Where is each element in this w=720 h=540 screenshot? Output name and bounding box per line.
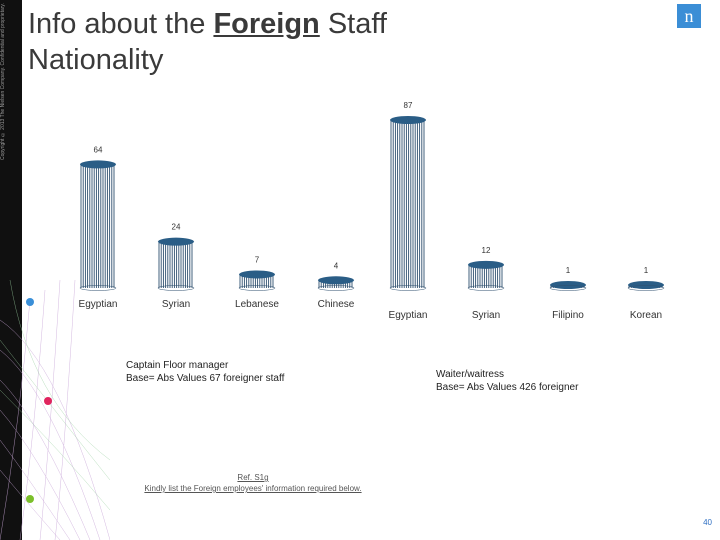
left-decor-strip bbox=[0, 0, 22, 540]
category-label-captain-egyptian: Egyptian bbox=[79, 299, 118, 310]
bar-waiter-egyptian bbox=[389, 116, 427, 291]
category-label-waiter-korean: Korean bbox=[630, 310, 662, 321]
bar-captain-egyptian bbox=[79, 160, 117, 291]
bar-waiter-korean bbox=[627, 281, 665, 291]
category-label-captain-syrian: Syrian bbox=[162, 299, 190, 310]
red-dot-icon bbox=[44, 397, 52, 405]
value-label-waiter-korean: 1 bbox=[644, 266, 649, 275]
category-label-waiter-syrian: Syrian bbox=[472, 310, 500, 321]
bar-waiter-filipino bbox=[549, 281, 587, 291]
category-label-captain-chinese: Chinese bbox=[318, 299, 355, 310]
value-label-captain-lebanese: 7 bbox=[255, 255, 260, 264]
reference-note: Ref. S1g Kindly list the Foreign employe… bbox=[144, 473, 362, 493]
waiter-caption: Waiter/waitress Base= Abs Values 426 for… bbox=[436, 369, 579, 393]
captain-caption: Captain Floor manager Base= Abs Values 6… bbox=[126, 360, 285, 384]
captain-series: 64 Egyptian 24 Syrian 7 Lebanese 4 Chinese bbox=[79, 145, 355, 310]
page-number: 40 bbox=[703, 518, 712, 527]
page-title: Info about the Foreign Staff Nationality bbox=[28, 8, 387, 76]
bar-captain-lebanese bbox=[238, 270, 276, 291]
value-label-waiter-filipino: 1 bbox=[566, 266, 571, 275]
category-label-waiter-filipino: Filipino bbox=[552, 310, 584, 321]
value-label-captain-chinese: 4 bbox=[334, 261, 339, 270]
bar-captain-syrian bbox=[157, 237, 195, 291]
bar-captain-chinese bbox=[317, 276, 355, 291]
decorative-web-art bbox=[0, 280, 110, 540]
green-dot-icon bbox=[26, 495, 34, 503]
bar-waiter-syrian bbox=[467, 260, 505, 291]
nielsen-logo: n bbox=[677, 4, 701, 28]
category-label-captain-lebanese: Lebanese bbox=[235, 299, 279, 310]
waiter-series: 87 Egyptian 12 Syrian 1 Filipino 1 Korean bbox=[389, 101, 665, 321]
value-label-captain-egyptian: 64 bbox=[94, 145, 103, 154]
blue-dot-icon bbox=[26, 298, 34, 306]
value-label-captain-syrian: 24 bbox=[172, 223, 181, 232]
category-label-waiter-egyptian: Egyptian bbox=[389, 310, 428, 321]
value-label-waiter-syrian: 12 bbox=[482, 246, 491, 255]
value-label-waiter-egyptian: 87 bbox=[404, 101, 413, 110]
